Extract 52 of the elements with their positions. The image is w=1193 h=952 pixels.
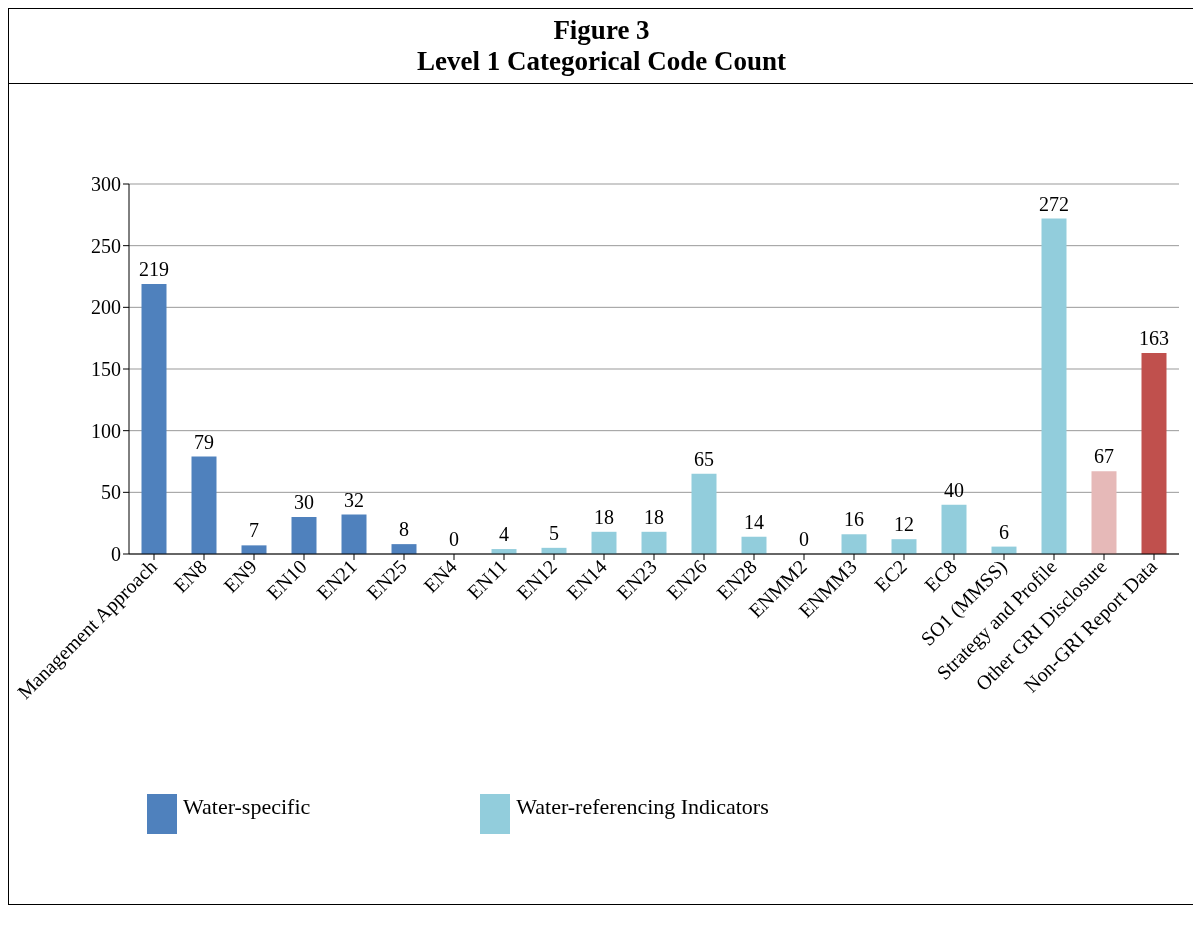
data-label: 7 (249, 519, 259, 542)
x-tick-label: EC2 (870, 555, 911, 596)
chart-subtitle: Level 1 Categorical Code Count (416, 46, 787, 77)
bar (691, 473, 717, 554)
bar (891, 539, 917, 554)
data-label: 4 (499, 523, 509, 546)
data-label: 5 (549, 521, 559, 544)
legend-label: Water-referencing Indicators (516, 794, 769, 820)
y-tick-label: 200 (91, 296, 121, 319)
bar (141, 283, 167, 554)
y-tick-label: 0 (111, 543, 121, 566)
x-tick-label: EN4 (419, 555, 461, 597)
data-label: 40 (944, 478, 964, 501)
bar (1041, 218, 1067, 554)
data-label: 0 (799, 528, 809, 550)
data-label: 8 (399, 518, 409, 541)
data-label: 12 (894, 513, 914, 536)
data-label: 79 (194, 430, 214, 453)
data-label: 219 (139, 257, 169, 280)
bar (1141, 352, 1167, 554)
bar (291, 517, 317, 554)
data-label: 32 (344, 488, 364, 511)
data-label: 30 (294, 491, 314, 513)
bar (741, 536, 767, 554)
data-label: 0 (449, 528, 459, 550)
bar (341, 514, 367, 554)
y-tick-label: 250 (91, 234, 121, 257)
data-label: 18 (594, 505, 614, 528)
data-label: 6 (999, 520, 1009, 543)
bar (941, 504, 967, 554)
data-label: 272 (1039, 192, 1069, 215)
data-label: 67 (1094, 445, 1114, 468)
y-tick-label: 100 (91, 419, 121, 442)
chart-title: Figure 3 (552, 15, 651, 46)
legend-label: Water-specific (183, 794, 311, 820)
bar (191, 456, 217, 554)
data-label: 16 (844, 508, 864, 531)
bar (841, 534, 867, 554)
y-tick-label: 300 (91, 173, 121, 196)
x-tick-label: EN9 (219, 555, 261, 597)
bar (591, 531, 617, 554)
data-label: 18 (644, 505, 664, 528)
bar (641, 531, 667, 554)
bar (241, 545, 267, 554)
data-label: 163 (1139, 326, 1169, 349)
x-tick-label: EN8 (169, 555, 211, 597)
y-tick-label: 150 (91, 358, 121, 381)
y-tick-label: 50 (101, 481, 121, 504)
data-label: 65 (694, 447, 714, 470)
bar (391, 544, 417, 554)
data-label: 14 (744, 510, 764, 533)
bar (1091, 471, 1117, 554)
